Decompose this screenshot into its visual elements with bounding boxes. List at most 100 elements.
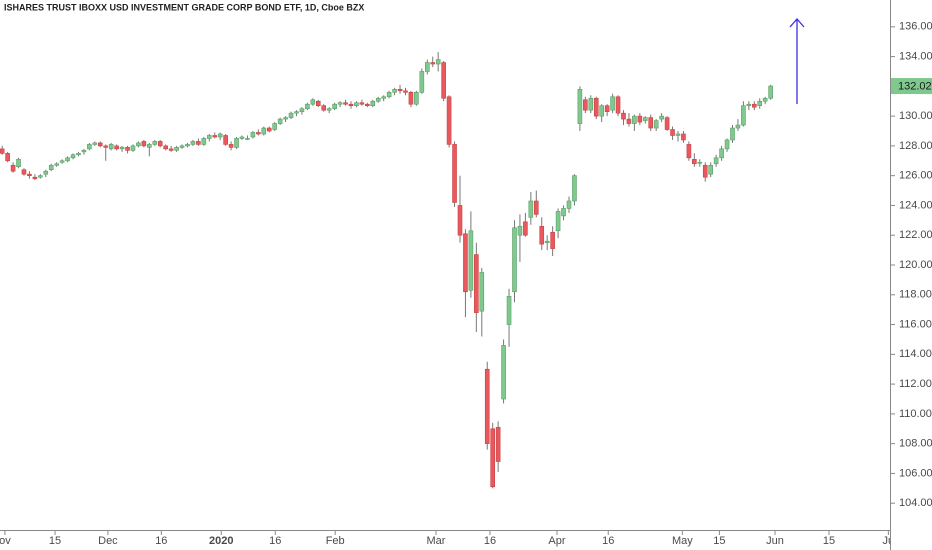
y-tick-label: 130.00	[899, 110, 932, 122]
candle-body	[479, 272, 485, 312]
x-tick-label: May	[672, 535, 693, 547]
y-tick-label: 116.00	[899, 318, 932, 330]
x-tick-label: Feb	[326, 535, 345, 547]
candle-body	[0, 148, 5, 154]
candle-body	[119, 147, 125, 150]
candle-body	[724, 139, 730, 150]
candle-body	[32, 176, 38, 179]
candle-body	[294, 111, 299, 114]
candle-body	[692, 158, 697, 165]
x-tick-label: 15	[49, 535, 61, 547]
candle-body	[310, 99, 316, 105]
candle-body	[261, 127, 267, 135]
y-tick-label: 104.00	[899, 497, 932, 509]
x-tick-label: Mar	[427, 535, 446, 547]
x-tick-label: ov	[0, 535, 11, 547]
y-tick-label: 136.00	[899, 21, 932, 33]
x-tick-label: 16	[269, 535, 281, 547]
candle-body	[59, 160, 65, 163]
y-tick-label: 124.00	[899, 199, 932, 211]
candle-body	[457, 205, 463, 236]
candle-body	[343, 102, 348, 105]
candle-body	[65, 157, 70, 162]
candle-body	[604, 105, 610, 112]
candle-body	[217, 133, 223, 138]
candle-body	[533, 200, 539, 215]
candle-body	[245, 138, 250, 140]
candle-body	[708, 164, 713, 175]
candle-body	[463, 233, 468, 293]
candle-body	[544, 240, 550, 243]
candle-body	[27, 173, 32, 176]
candle-body	[593, 97, 599, 117]
candle-body	[583, 99, 588, 111]
last-price-box	[891, 78, 932, 95]
candle-body	[506, 295, 512, 325]
candle-body	[653, 120, 659, 129]
candle-body	[326, 108, 332, 111]
y-tick-label: 128.00	[899, 140, 932, 152]
plot-area	[0, 52, 773, 489]
candle-body	[626, 118, 632, 124]
y-tick-label: 106.00	[899, 467, 932, 479]
candle-body	[375, 97, 381, 102]
candle-body	[414, 92, 419, 105]
y-tick-label: 118.00	[899, 289, 932, 301]
candle-body	[43, 170, 49, 175]
candle-body	[757, 100, 763, 107]
candle-body	[239, 136, 245, 139]
candle-body	[381, 96, 386, 99]
candle-body	[70, 154, 76, 159]
candle-body	[256, 132, 261, 135]
candle-body	[403, 90, 408, 93]
last-price-label: 132.02	[898, 80, 932, 92]
x-tick-label: 15	[823, 535, 835, 547]
candle-body	[223, 135, 228, 145]
candle-body	[670, 129, 675, 136]
candle-body	[206, 135, 212, 139]
candle-body	[5, 153, 10, 162]
candle-body	[386, 92, 392, 98]
candle-body	[424, 62, 430, 72]
candle-body	[419, 71, 425, 93]
candle-body	[283, 117, 288, 120]
candle-body	[501, 345, 506, 400]
candle-body	[762, 97, 768, 102]
candle-body	[523, 221, 528, 236]
candle-body	[359, 102, 365, 105]
candle-body	[468, 230, 474, 291]
candle-body	[686, 144, 692, 159]
x-axis: ov 15 Dec 16 2020 16 Feb Mar 16 Apr 16 May 15 Jun 15 Ju	[0, 530, 890, 547]
annotation-arrow	[789, 18, 805, 104]
candle-body	[648, 117, 654, 129]
candle-body	[697, 161, 703, 164]
candle-body	[87, 144, 92, 150]
candle-body	[185, 144, 190, 147]
y-tick-label: 134.00	[899, 50, 932, 62]
candle-body	[561, 208, 566, 217]
chart-title: ISHARES TRUST IBOXX USD INVESTMENT GRADE…	[4, 2, 364, 12]
candle-body	[141, 141, 147, 147]
y-tick-label: 108.00	[899, 438, 932, 450]
candle-body	[621, 112, 626, 120]
candle-body	[174, 147, 179, 151]
candle-body	[735, 124, 741, 129]
candle-body	[108, 144, 114, 150]
candle-body	[315, 100, 321, 107]
candle-body	[201, 138, 207, 145]
candle-body	[452, 144, 457, 203]
candle-body	[572, 175, 577, 202]
y-tick-label: 126.00	[899, 170, 932, 182]
candle-body	[555, 211, 561, 232]
candle-body	[430, 62, 436, 65]
x-tick-label: 16	[155, 535, 167, 547]
candle-body	[48, 164, 54, 171]
candle-body	[768, 85, 773, 99]
candle-body	[474, 254, 479, 313]
y-tick-label: 110.00	[899, 408, 932, 420]
candle-body	[566, 200, 572, 209]
candle-body	[321, 105, 327, 111]
candle-body	[212, 135, 218, 138]
candle-body	[441, 62, 446, 99]
